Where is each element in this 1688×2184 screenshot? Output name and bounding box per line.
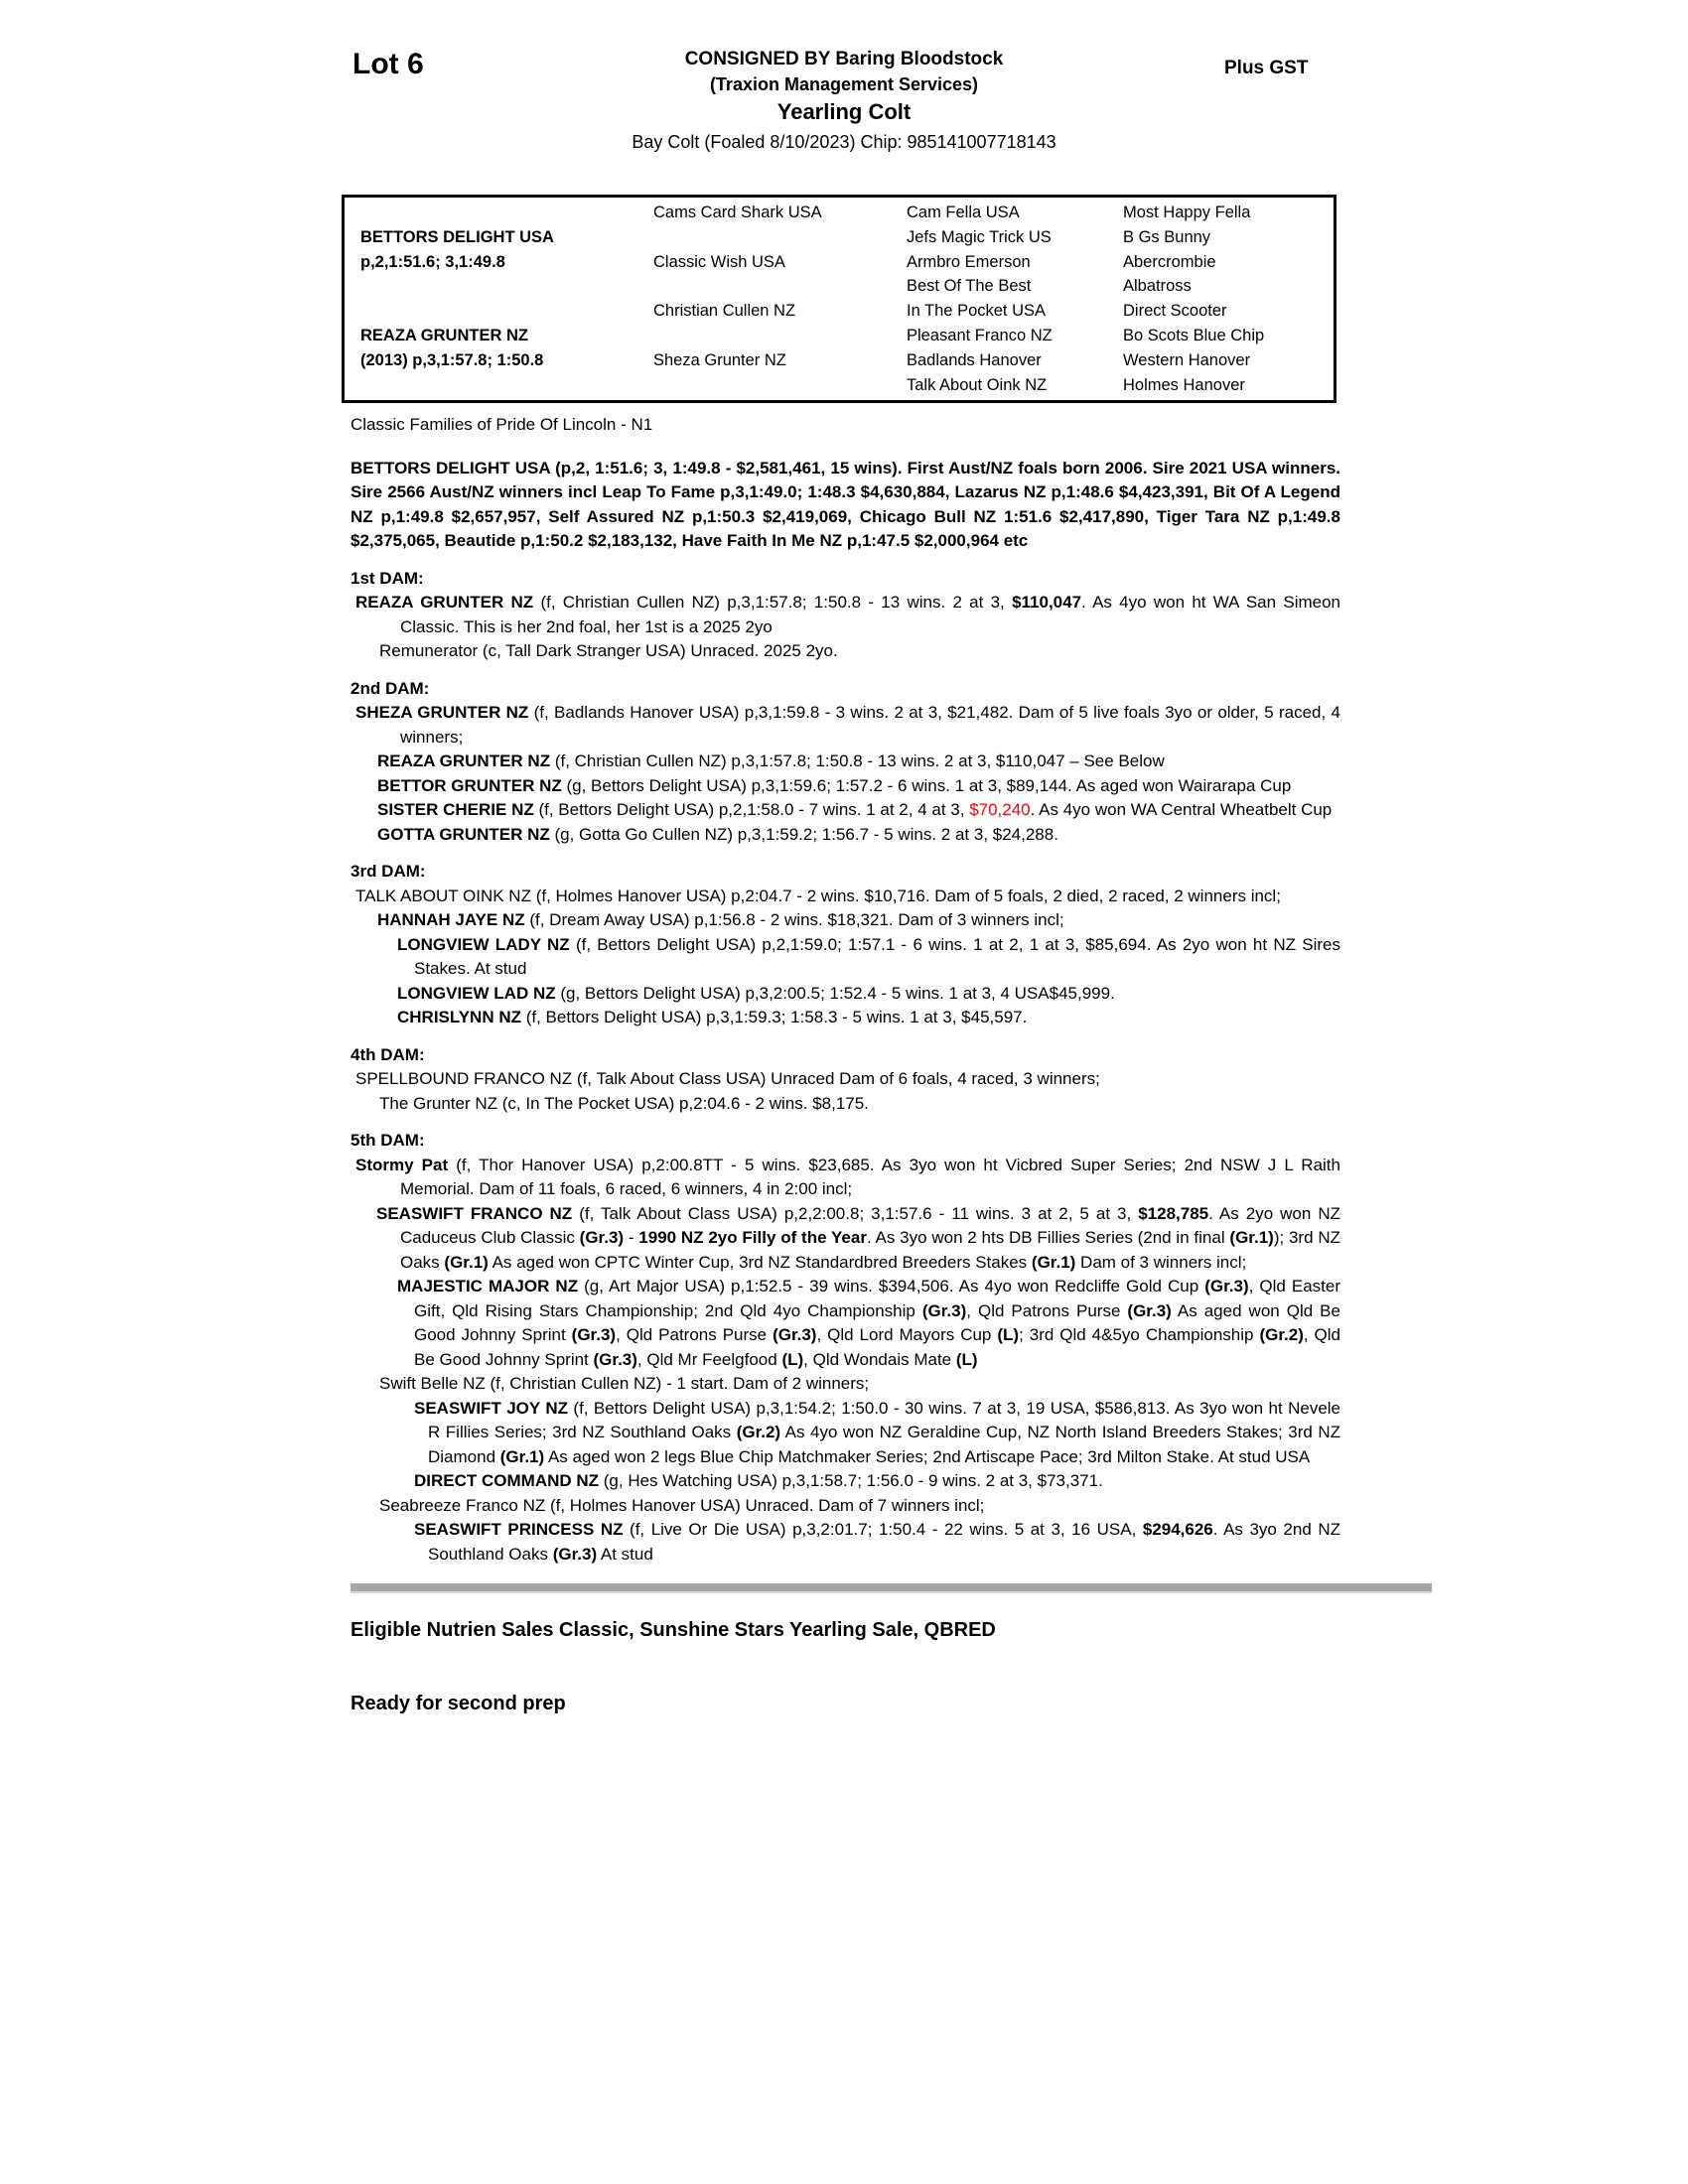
horse-seaswift-princess: SEASWIFT PRINCESS NZ (f, Live Or Die USA… xyxy=(414,1520,1340,1564)
horse-seaswift-franco: SEASWIFT FRANCO NZ (f, Talk About Class … xyxy=(376,1203,1340,1272)
footer-divider xyxy=(351,1583,1432,1593)
pedigree-cell: Sheza Grunter NZ xyxy=(653,350,786,369)
horse-sister-cherie: SISTER CHERIE NZ (f, Bettors Delight USA… xyxy=(377,800,1333,819)
dam-sections: 1st DAM: REAZA GRUNTER NZ (f, Christian C… xyxy=(351,567,1340,1568)
horse-longview-lad: LONGVIEW LAD NZ (g, Bettors Delight USA)… xyxy=(397,983,1115,1003)
foal-description: Bay Colt (Foaled 8/10/2023) Chip: 985141… xyxy=(632,132,1056,152)
dam-heading-5: 5th DAM: xyxy=(351,1131,425,1150)
sire-record: p,2,1:51.6; 3,1:49.8 xyxy=(360,252,505,271)
lot-number: Lot 6 xyxy=(352,48,424,80)
pedigree-cell: Badlands Hanover xyxy=(907,350,1042,369)
pedigree-cell: Armbro Emerson xyxy=(907,252,1031,271)
horse-gotta-grunter: GOTTA GRUNTER NZ (g, Gotta Go Cullen NZ)… xyxy=(377,824,1058,844)
pedigree-cell: Classic Wish USA xyxy=(653,252,785,271)
pedigree-text-column: Classic Families of Pride Of Lincoln - N… xyxy=(351,413,1432,1715)
horse-longview-lady: LONGVIEW LADY NZ (f, Bettors Delight USA… xyxy=(397,934,1340,979)
consignor-sub-line: (Traxion Management Services) xyxy=(709,74,979,94)
pedigree-cell: Pleasant Franco NZ xyxy=(907,326,1053,344)
pedigree-table: Cams Card Shark USA Cam Fella USA Most H… xyxy=(342,195,1336,403)
pedigree-cell: Holmes Hanover xyxy=(1123,375,1245,394)
horse-reaza-grunter-listing: REAZA GRUNTER NZ (f, Christian Cullen NZ… xyxy=(377,751,1165,770)
horse-seaswift-joy: SEASWIFT JOY NZ (f, Bettors Delight USA)… xyxy=(414,1398,1341,1466)
pedigree-cell: Jefs Magic Trick US xyxy=(907,227,1052,246)
sire-paragraph: BETTORS DELIGHT USA (p,2, 1:51.6; 3, 1:4… xyxy=(351,458,1340,551)
dam-heading-1: 1st DAM: xyxy=(351,568,424,588)
horse-direct-command: DIRECT COMMAND NZ (g, Hes Watching USA) … xyxy=(414,1471,1103,1490)
horse-chrislynn: CHRISLYNN NZ (f, Bettors Delight USA) p,… xyxy=(397,1008,1028,1026)
pedigree-cell: Cams Card Shark USA xyxy=(653,204,822,221)
dam-record: (2013) p,3,1:57.8; 1:50.8 xyxy=(360,350,544,369)
horse-talk-about-oink: TALK ABOUT OINK NZ (f, Holmes Hanover US… xyxy=(355,886,1281,905)
pedigree-cell: B Gs Bunny xyxy=(1123,227,1211,246)
horse-seabreeze-franco: Seabreeze Franco NZ (f, Holmes Hanover U… xyxy=(379,1495,985,1515)
pedigree-cell: Bo Scots Blue Chip xyxy=(1123,326,1265,344)
pedigree-cell: Talk About Oink NZ xyxy=(907,375,1048,394)
header-center-block: CONSIGNED BY Baring Bloodstock (Traxion … xyxy=(352,50,1336,151)
consignor-line: CONSIGNED BY Baring Bloodstock xyxy=(684,49,1004,69)
plus-gst-label: Plus GST xyxy=(1224,58,1309,78)
dam-heading-2: 2nd DAM: xyxy=(351,678,430,698)
horse-swift-belle: Swift Belle NZ (f, Christian Cullen NZ) … xyxy=(379,1374,870,1393)
dam-heading-4: 4th DAM: xyxy=(351,1044,425,1064)
pedigree-cell: Best Of The Best xyxy=(907,277,1032,296)
pedigree-cell: In The Pocket USA xyxy=(907,302,1047,321)
family-note: Classic Families of Pride Of Lincoln - N… xyxy=(351,415,653,434)
pedigree-cell: Western Hanover xyxy=(1123,350,1251,369)
horse-majestic-major: MAJESTIC MAJOR NZ (g, Art Major USA) p,1… xyxy=(397,1277,1340,1369)
dam-name: REAZA GRUNTER NZ xyxy=(360,326,528,344)
horse-remunerator: Remunerator (c, Tall Dark Stranger USA) … xyxy=(379,641,838,660)
horse-sheza-grunter: SHEZA GRUNTER NZ (f, Badlands Hanover US… xyxy=(355,703,1340,747)
pedigree-cell: Abercrombie xyxy=(1123,252,1216,271)
pedigree-cell: Cam Fella USA xyxy=(907,204,1020,221)
horse-the-grunter: The Grunter NZ (c, In The Pocket USA) p,… xyxy=(379,1093,869,1113)
horse-spellbound-franco: SPELLBOUND FRANCO NZ (f, Talk About Clas… xyxy=(355,1069,1100,1088)
sale-type-title: Yearling Colt xyxy=(776,99,912,124)
pedigree-cell: Albatross xyxy=(1123,277,1192,296)
pedigree-cell: Christian Cullen NZ xyxy=(653,302,796,321)
horse-stormy-pat: Stormy Pat (f, Thor Hanover USA) p,2:00.… xyxy=(355,1155,1340,1199)
pedigree-cell: Direct Scooter xyxy=(1123,302,1227,321)
pedigree-cell: Most Happy Fella xyxy=(1123,204,1251,221)
horse-bettor-grunter: BETTOR GRUNTER NZ (g, Bettors Delight US… xyxy=(377,775,1292,795)
sire-name: BETTORS DELIGHT USA xyxy=(360,227,554,246)
horse-hannah-jaye: HANNAH JAYE NZ (f, Dream Away USA) p,1:5… xyxy=(377,910,1064,929)
eligibility-line: Eligible Nutrien Sales Classic, Sunshine… xyxy=(351,1619,996,1641)
dam-heading-3: 3rd DAM: xyxy=(351,862,426,881)
horse-reaza-grunter: REAZA GRUNTER NZ (f, Christian Cullen NZ… xyxy=(355,593,1340,636)
prep-note-line: Ready for second prep xyxy=(351,1692,566,1714)
